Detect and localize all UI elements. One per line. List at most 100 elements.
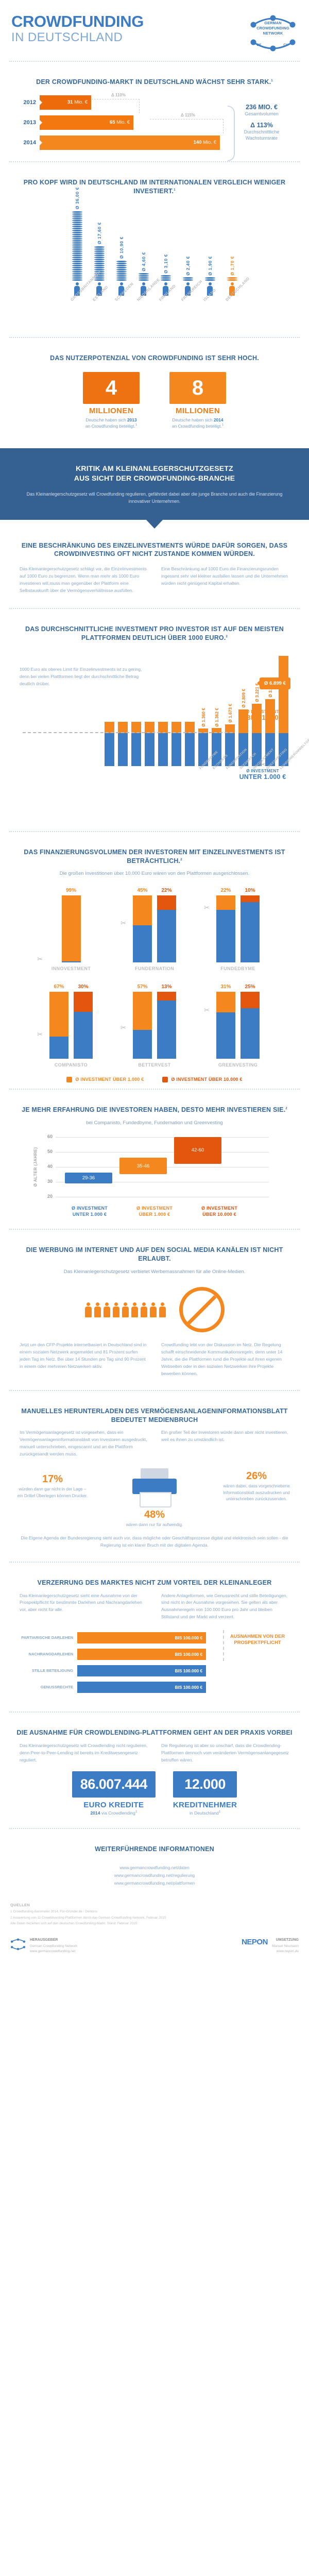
coin-icon: [160, 275, 171, 277]
advertising-subtitle: Das Kleinanlegerschutzgesetz verbietet W…: [63, 1268, 246, 1275]
stat-footnote: 1: [135, 1810, 138, 1814]
potential-stat-2013: 4 MILLIONEN Deutsche haben sich 2013 an …: [83, 371, 140, 430]
desc-pre: Deutsche haben sich: [172, 417, 214, 422]
seg-under-1000: [241, 1008, 260, 1059]
capita-value-label: Ø 10,90 €: [118, 236, 124, 259]
volume-group: ✂ 22% 10% FUNDEDBYME: [204, 887, 268, 971]
banner-headline: KRITIK AM KLEINANLEGERSCHUTZGESETZ AUS S…: [22, 464, 287, 483]
growth-row-2014: 2014 140 Mio. €: [19, 135, 225, 150]
avg-bar-column: Ø 1.360 €: [198, 650, 208, 766]
coin-icon: [94, 277, 105, 279]
prospekt-bar-label: STILLE BETEILIGUNG: [31, 1668, 73, 1673]
desc-pre: Deutsche haben sich: [85, 417, 127, 422]
volume-pct-label: 67%: [54, 984, 64, 990]
info-link[interactable]: www.germancrowdfunding.net/regulierung: [114, 1872, 195, 1878]
coin-icon: [138, 279, 149, 281]
capita-country-label: NIEDERLANDE: [135, 277, 161, 333]
volume-bar-item: 30%: [74, 984, 93, 1059]
logo-line-network: NETWORK: [263, 30, 283, 36]
growth-summary: 236 MIO. € Gesamtvolumen Δ 113% Durchsch…: [228, 104, 290, 162]
coin-icon: [72, 264, 82, 266]
person-icon: [112, 1302, 119, 1317]
sources-block: QUELLEN 1 Crowdfunding-Barometer 2014, F…: [0, 1897, 309, 1931]
info-link[interactable]: www.germancrowdfunding.net/daten: [119, 1865, 190, 1870]
volume-group: ✂ 45% 22% FUNDERNATION: [121, 887, 184, 971]
scissors-icon: ✂: [259, 760, 266, 769]
coin-stack: [94, 246, 105, 281]
growth-bar-2012: 31 Mio. €: [40, 95, 91, 110]
desc-footnote: 1: [221, 423, 224, 427]
avg-platform-label: [131, 766, 141, 798]
volume-bars: ✂ 67% 30%: [37, 984, 101, 1059]
coin-icon: [72, 229, 82, 231]
volume-bar-item: 22%: [157, 887, 176, 962]
avg-bar-column: [118, 650, 128, 766]
bar-notch: [40, 140, 42, 145]
coin-icon: [72, 246, 82, 248]
prospekt-bar-label: GENUSSRECHTE: [40, 1685, 73, 1690]
person-body: [96, 285, 102, 296]
legend-label: Ø INVESTMENT ÜBER 1.000 €: [75, 1077, 144, 1082]
person-body: [74, 285, 80, 296]
age-chart: Ø ALTER (JAHRE) 60 50 40 30 20 29-36 35-46 42-6…: [32, 1132, 269, 1202]
growth-year-label: 2013: [23, 119, 36, 126]
coin-icon: [72, 225, 82, 227]
scissors-icon: ✂: [204, 1006, 210, 1014]
growth-year-label: 2014: [23, 139, 36, 146]
person-head: [123, 1302, 127, 1306]
avg-title-text: DAS DURCHSCHNITTLICHE INVESTMENT PRO INV…: [25, 625, 284, 641]
prospekt-bar: BIS 100.000 €: [77, 1632, 206, 1644]
sources-heading: QUELLEN: [10, 1903, 30, 1908]
divider: [9, 61, 300, 62]
scissors-icon: ✂: [121, 1023, 126, 1031]
coin-icon: [72, 250, 82, 252]
prospekt-bar: BIS 100.000 €: [77, 1665, 206, 1677]
volume-stack: [216, 895, 235, 962]
volume-row-1: ✂ 99% INNOVESTMENT ✂ 45% 22% FUNDERNATION ✂ 22% 1…: [9, 883, 300, 971]
coin-icon: [72, 270, 82, 273]
coin-icon: [94, 260, 105, 262]
avg-platform-label: [171, 766, 181, 798]
avg-bar-over: [158, 721, 168, 733]
person-head: [86, 1302, 90, 1306]
capita-column: Ø 36,00 €: [68, 187, 86, 296]
brand-title-block: CROWDFUNDING IN DEUTSCHLAND: [11, 13, 144, 44]
section-title: DAS NUTZERPOTENZIAL VON CROWDFUNDING IST…: [50, 354, 259, 362]
section-user-potential: DAS NUTZERPOTENZIAL VON CROWDFUNDING IST…: [0, 338, 309, 441]
avg-bar-under: [105, 733, 114, 766]
avg-bar-column: [185, 650, 195, 766]
person-body: [112, 1306, 119, 1317]
capita-country-label: GROSSBRITANNIEN: [68, 269, 102, 333]
capita-value-label: Ø 2,40 €: [185, 256, 191, 276]
lending-stat-credits: 86.007.444 EURO KREDITE 2014 via Crowdle…: [72, 1771, 156, 1816]
stat-caption: KREDITNEHMER: [173, 1800, 237, 1809]
person-head: [164, 282, 167, 285]
volume-legend-item-1: Ø INVESTMENT ÜBER 1.000 €: [66, 1076, 144, 1082]
grid-line: [56, 1137, 269, 1138]
volume-platform-label: BETTERVEST: [138, 1062, 171, 1067]
volume-stack: [241, 991, 260, 1059]
prospektpflicht-bars: PARTIARISCHE DARLEHEN BIS 100.000 € NACHRA…: [9, 1632, 300, 1693]
divider: [9, 336, 300, 338]
person-icon: [122, 1302, 129, 1317]
coin-icon: [204, 279, 215, 281]
coin-icon: [204, 277, 215, 279]
person-head: [208, 282, 212, 285]
desc-footnote: 1: [135, 423, 138, 427]
bar-notch: [40, 99, 42, 105]
footer-right-name: Manuel Neumann: [271, 1944, 299, 1948]
grid-line: [56, 1151, 269, 1153]
volume-bars: ✂ 22% 10%: [204, 887, 268, 962]
seg-under-1000: [133, 925, 152, 962]
divider: [9, 161, 300, 163]
volume-bars: ✂ 45% 22%: [121, 887, 184, 962]
footer-left-name: German Crowdfunding Network: [30, 1944, 78, 1948]
logo-country-ch: CH: [283, 43, 288, 47]
brace-decoration: [228, 106, 235, 162]
avg-platform-label: ECONEERS: [212, 754, 229, 798]
info-link[interactable]: www.germancrowdfunding.net/plattformen: [114, 1880, 195, 1886]
coin-icon: [94, 252, 105, 254]
avg-bar-column: Ø 2.809 €: [238, 650, 248, 766]
avg-bar-column: [145, 650, 154, 766]
coin-icon: [94, 246, 105, 248]
